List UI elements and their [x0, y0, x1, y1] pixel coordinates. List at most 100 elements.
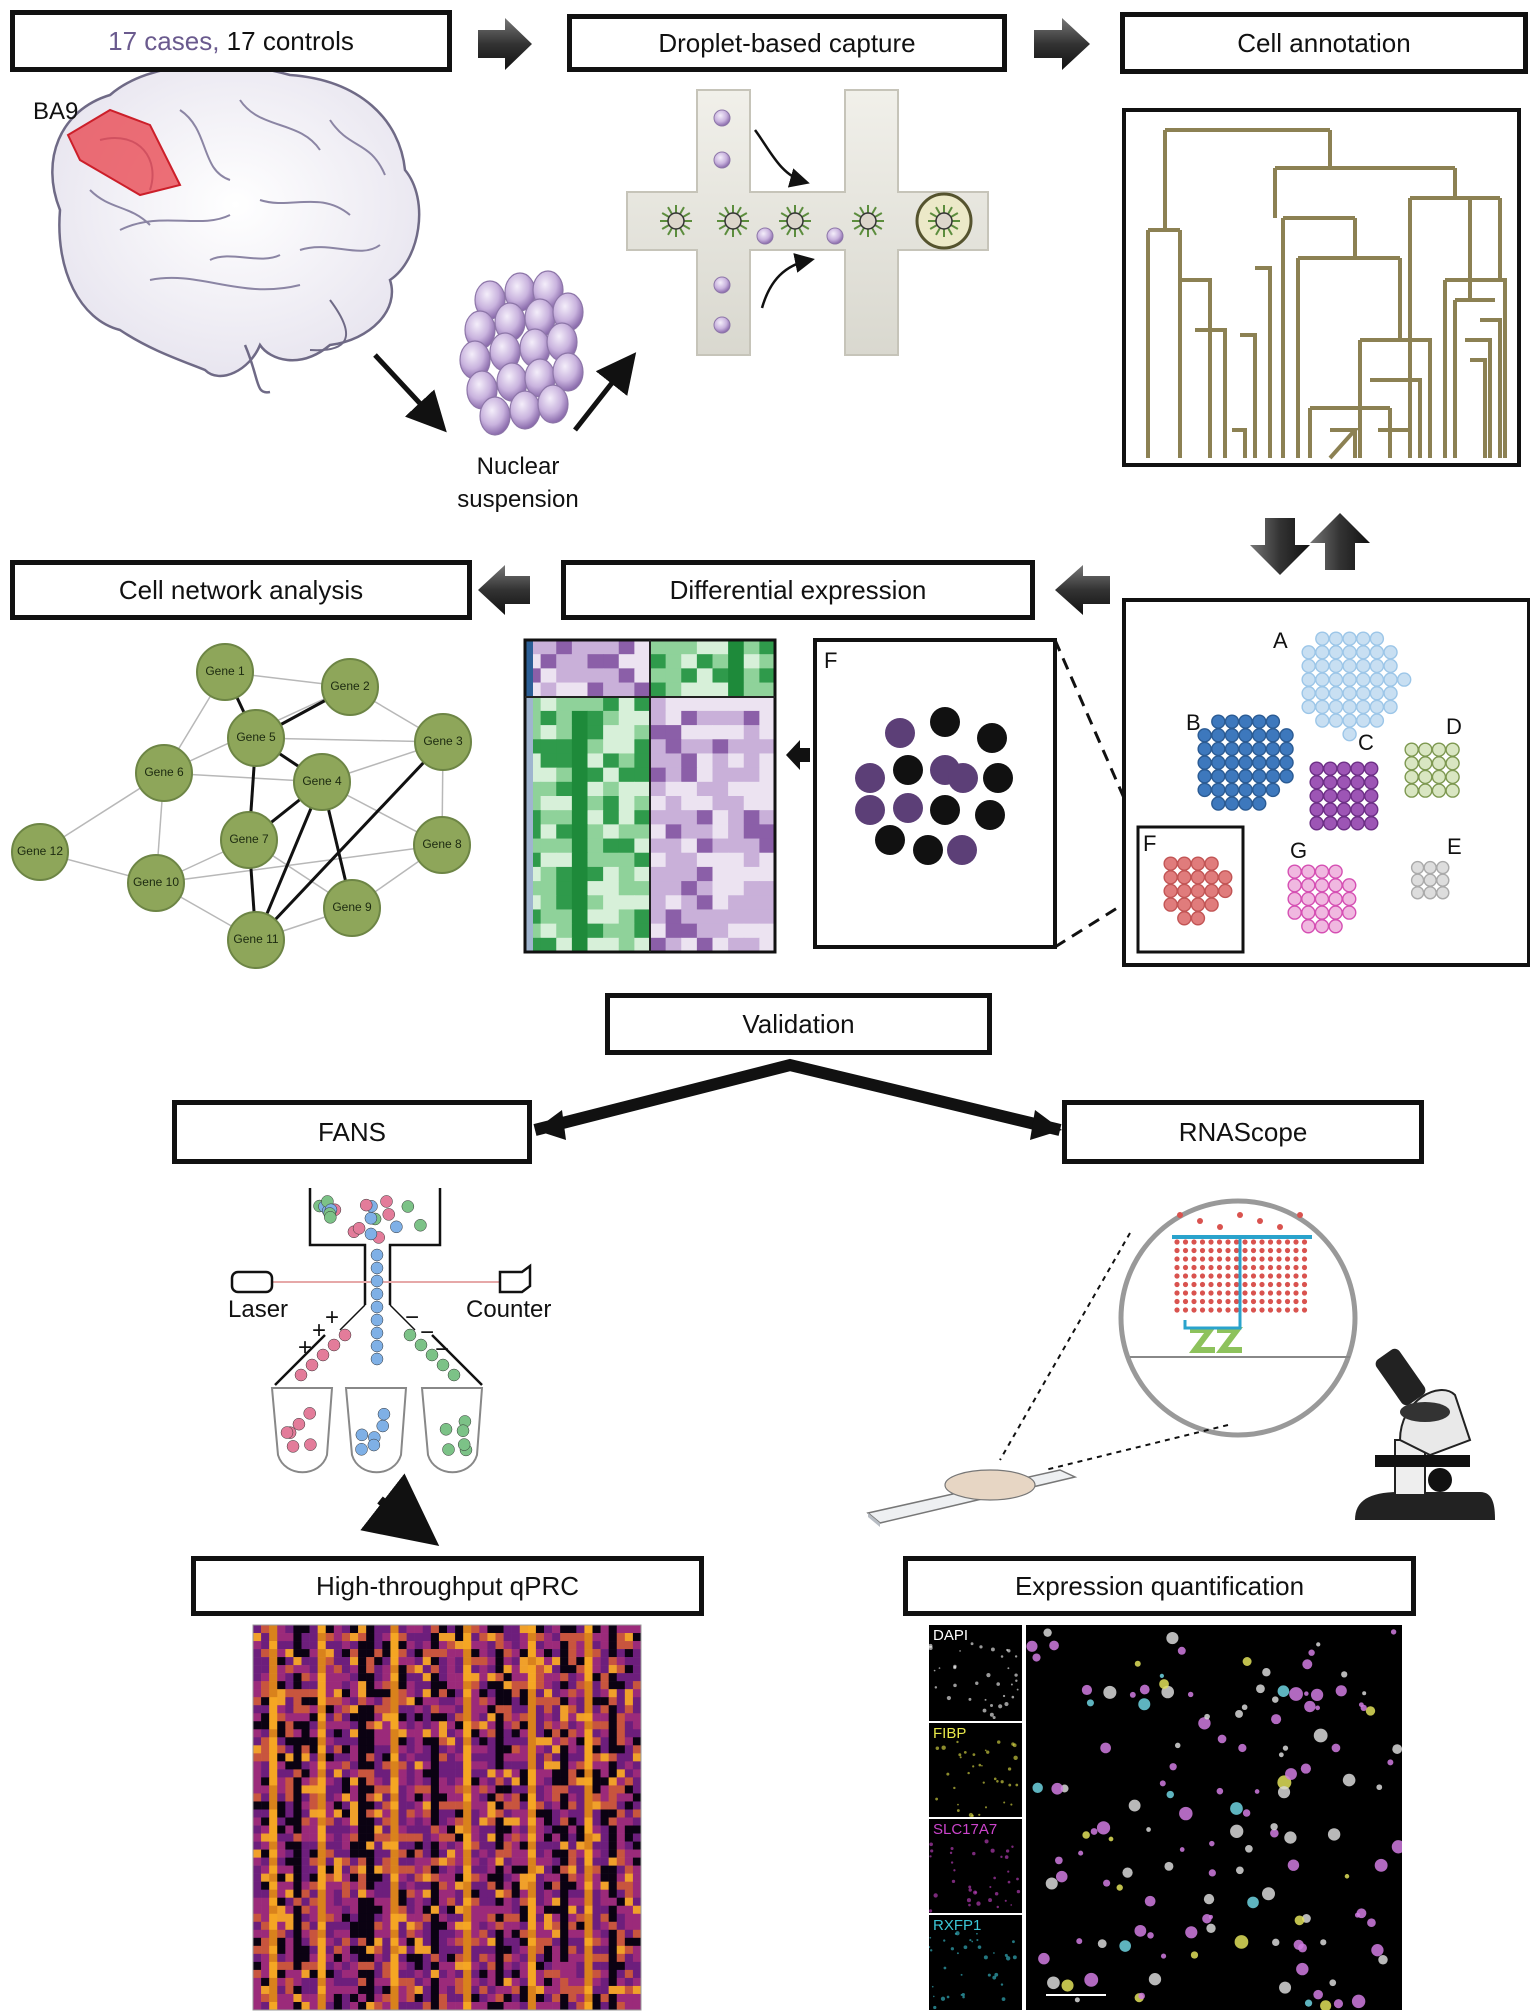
cluster-b-cell [1224, 741, 1240, 757]
qpcr-cell [285, 1649, 294, 1658]
qpcr-cell [398, 1977, 407, 1987]
qpcr-cell [358, 1849, 367, 1858]
qpcr-cell [333, 1761, 343, 1770]
qpcr-cell [261, 1785, 270, 1794]
qpcr-cell [479, 1857, 488, 1866]
qpcr-cell [382, 1641, 391, 1650]
signal-dot [1015, 1783, 1019, 1787]
heatmap-cell [556, 654, 573, 669]
heatmap-cell [743, 696, 760, 712]
cluster-a-cell [1356, 686, 1371, 701]
heatmap-cell [571, 767, 588, 783]
probe-signal [1174, 1247, 1180, 1254]
qpcr-cell [414, 1689, 424, 1698]
fans-stream-cell [370, 1326, 384, 1340]
qpcr-cell [600, 1833, 609, 1842]
qpcr-cell [616, 1897, 626, 1907]
qpcr-cell [463, 1921, 472, 1931]
qpcr-cell [414, 1633, 424, 1642]
qpcr-cell [447, 1921, 456, 1931]
qpcr-cell [333, 1881, 343, 1890]
qpcr-cell [568, 1665, 577, 1674]
qpcr-cell [382, 1825, 391, 1834]
qpcr-cell [455, 1761, 464, 1770]
qpcr-cell [366, 1721, 375, 1730]
qpcr-cell [535, 1897, 545, 1907]
fans-cell [390, 1220, 403, 1234]
qpcr-cell [398, 1809, 407, 1818]
qpcr-cell [632, 1921, 642, 1931]
cluster-a-cell [1396, 672, 1412, 687]
tube-cell [457, 1438, 471, 1451]
qpcr-cell [269, 1777, 278, 1786]
cluster-f-dot [1177, 911, 1192, 926]
heatmap-cell [712, 895, 729, 910]
heatmap-cell [618, 640, 635, 655]
cluster-c-cell [1350, 775, 1365, 790]
qpcr-cell [293, 1817, 302, 1826]
qpcr-cell [463, 1625, 472, 1634]
cluster-c-cell [1336, 775, 1352, 790]
probe-signal [1293, 1239, 1299, 1245]
heatmap-cell [743, 710, 760, 726]
qpcr-cell [544, 1777, 553, 1786]
qpcr-cell [455, 1937, 464, 1947]
qpcr-cell [261, 1681, 270, 1690]
qpcr-cell [447, 1841, 456, 1850]
qpcr-cell [519, 1953, 529, 1963]
qpcr-cell [632, 1897, 642, 1907]
qpcr-cell [608, 1985, 618, 1995]
heatmap-cell [540, 909, 557, 925]
qpcr-cell [414, 1881, 424, 1890]
qpcr-cell [341, 1849, 351, 1858]
micrograph-cell [1174, 1742, 1181, 1749]
qpcr-cell [511, 1737, 521, 1746]
cluster-g-cell [1314, 864, 1330, 879]
qpcr-cell [463, 1977, 472, 1987]
qpcr-cell [358, 1913, 367, 1923]
cluster-a-cell [1301, 645, 1316, 660]
heatmap-cell [587, 696, 604, 712]
qpcr-cell [350, 1817, 359, 1826]
qpcr-cell [293, 1841, 302, 1850]
cluster-b-cell [1224, 755, 1240, 770]
qpcr-cell [277, 2001, 286, 2011]
signal-dot [1007, 1649, 1011, 1653]
qpcr-cell [519, 1929, 529, 1939]
signal-dot [975, 1681, 979, 1685]
qpcr-cell [471, 1641, 480, 1650]
qpcr-cell [301, 1793, 310, 1802]
slc17a7-panel: SLC17A7 [929, 1819, 1022, 1913]
qpcr-cell [608, 1817, 618, 1826]
signal-dot [946, 1695, 951, 1701]
heatmap-cell [743, 767, 760, 783]
qpcr-cell [285, 1785, 294, 1794]
qpcr-cell [325, 1681, 335, 1690]
qpcr-cell [317, 1865, 327, 1874]
qpcr-cell [608, 1825, 618, 1834]
cluster-g-cell [1301, 864, 1316, 879]
qpcr-cell [406, 1633, 415, 1642]
heatmap-cell [696, 866, 713, 882]
qpcr-cell [358, 1809, 367, 1818]
qpcr-cell [503, 1777, 512, 1786]
qpcr-cell [471, 1937, 480, 1947]
qpcr-cell [503, 1841, 512, 1850]
qpcr-cell [285, 1833, 294, 1842]
qpcr-cell [317, 1929, 327, 1939]
heatmap-cell [712, 753, 729, 769]
qpcr-cell [366, 2001, 375, 2011]
qpcr-cell [309, 1697, 318, 1706]
heatmap-cell [587, 909, 604, 925]
qpcr-cell [350, 1873, 359, 1882]
qpcr-cell [422, 1753, 432, 1762]
qpcr-cell [406, 1849, 415, 1858]
qpcr-cell [576, 1833, 585, 1842]
probe-signal [1182, 1247, 1189, 1254]
qpcr-cell [535, 1705, 545, 1714]
cluster-b-cell [1279, 728, 1294, 743]
heatmap-cell [618, 696, 635, 712]
qpcr-cell [422, 1865, 432, 1874]
qpcr-cell [471, 1737, 480, 1746]
qpcr-cell [406, 1665, 415, 1674]
